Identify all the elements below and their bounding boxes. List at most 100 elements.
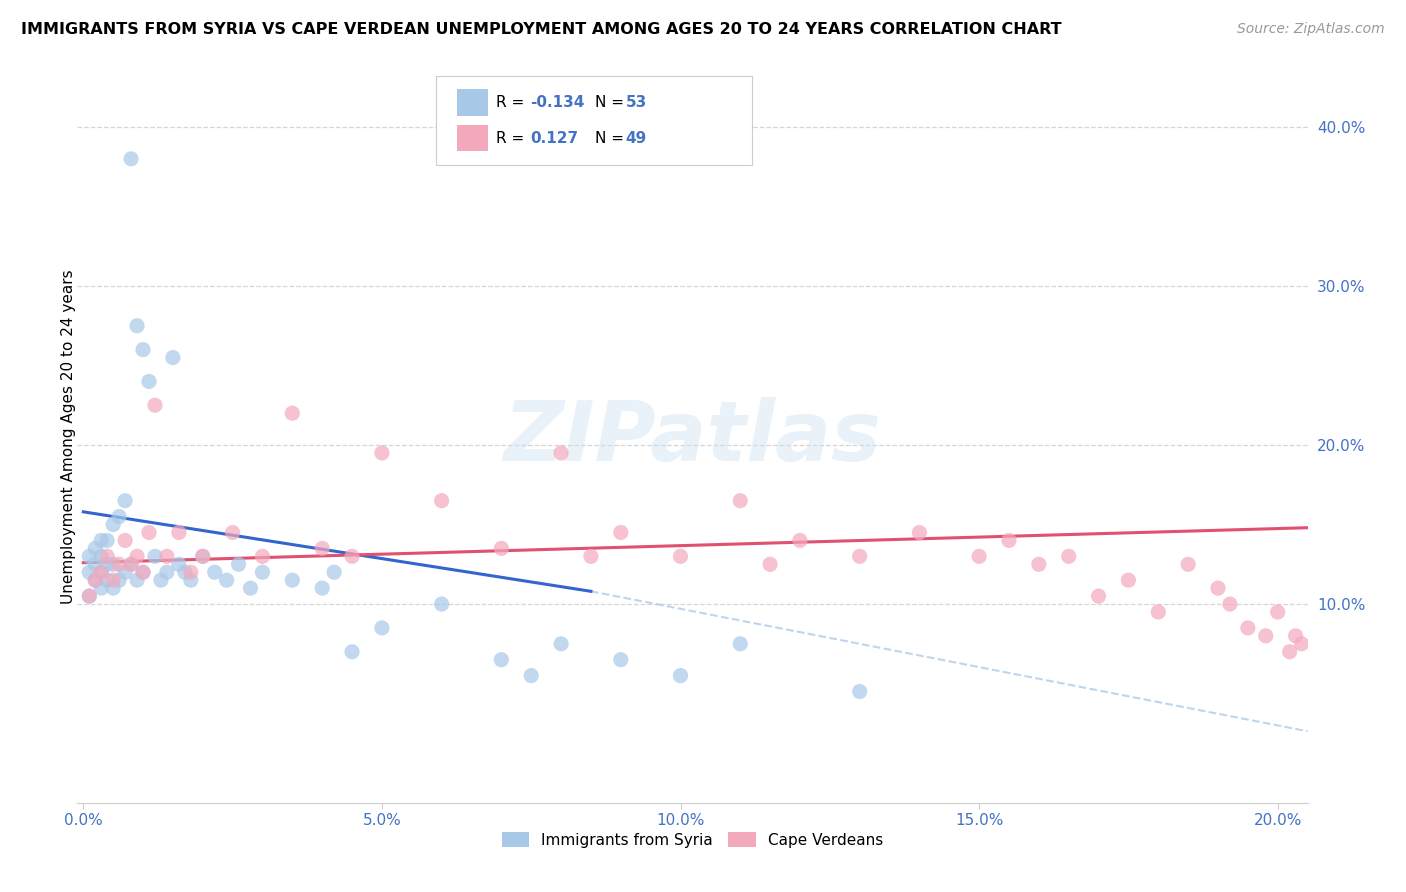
Point [371, 621, 394, 635]
Point [281, 406, 304, 420]
Point [96, 573, 118, 587]
Point [90, 581, 112, 595]
Point [252, 549, 274, 564]
Point [120, 558, 142, 572]
Point [143, 398, 166, 412]
Point [1237, 621, 1260, 635]
Point [138, 375, 160, 389]
Point [1028, 558, 1050, 572]
Point [96, 549, 118, 564]
Point [180, 573, 202, 587]
Point [84, 573, 107, 587]
Point [90, 566, 112, 580]
Point [108, 558, 131, 572]
Point [180, 566, 202, 580]
Point [96, 558, 118, 572]
Text: N =: N = [595, 95, 628, 111]
Point [191, 549, 214, 564]
Text: R =: R = [496, 95, 530, 111]
Point [156, 549, 179, 564]
Point [669, 668, 692, 682]
Text: 0.127: 0.127 [530, 130, 578, 145]
Point [759, 558, 782, 572]
Point [1219, 597, 1241, 611]
Point [311, 541, 333, 556]
Text: R =: R = [496, 130, 530, 145]
Point [101, 558, 124, 572]
Point [84, 541, 107, 556]
Point [340, 549, 363, 564]
Point [1147, 605, 1170, 619]
Point [90, 549, 112, 564]
Point [579, 549, 602, 564]
Point [120, 558, 142, 572]
Point [430, 597, 453, 611]
Point [101, 581, 124, 595]
Point [967, 549, 990, 564]
Point [120, 152, 142, 166]
Point [132, 566, 155, 580]
Point [149, 573, 172, 587]
Point [90, 566, 112, 580]
Text: -0.134: -0.134 [530, 95, 585, 111]
Point [728, 493, 751, 508]
Point [1278, 645, 1301, 659]
Text: 53: 53 [626, 95, 647, 111]
Point [132, 566, 155, 580]
Point [610, 653, 633, 667]
Point [108, 509, 131, 524]
Point [156, 566, 179, 580]
Point [77, 549, 100, 564]
Point [520, 668, 543, 682]
Point [84, 573, 107, 587]
Point [114, 493, 136, 508]
Point [239, 581, 262, 595]
Point [1254, 629, 1277, 643]
Point [1087, 589, 1109, 603]
Point [908, 525, 931, 540]
Point [221, 525, 243, 540]
Point [167, 558, 190, 572]
Point [108, 573, 131, 587]
Point [1291, 637, 1313, 651]
Text: N =: N = [595, 130, 628, 145]
Point [323, 566, 346, 580]
Point [167, 525, 190, 540]
Legend: Immigrants from Syria, Cape Verdeans: Immigrants from Syria, Cape Verdeans [495, 825, 890, 854]
Point [1285, 629, 1308, 643]
Point [1267, 605, 1289, 619]
Text: Source: ZipAtlas.com: Source: ZipAtlas.com [1237, 22, 1385, 37]
Point [252, 566, 274, 580]
Point [77, 589, 100, 603]
Point [1118, 573, 1140, 587]
Point [90, 533, 112, 548]
Point [1177, 558, 1199, 572]
Point [96, 533, 118, 548]
Text: 49: 49 [626, 130, 647, 145]
Point [848, 549, 870, 564]
Point [228, 558, 250, 572]
Point [371, 446, 394, 460]
Point [114, 566, 136, 580]
Point [125, 573, 148, 587]
Point [138, 525, 160, 540]
Point [162, 351, 184, 365]
Point [550, 637, 572, 651]
Point [143, 549, 166, 564]
Point [311, 581, 333, 595]
Point [430, 493, 453, 508]
Point [173, 566, 195, 580]
Point [125, 549, 148, 564]
Point [77, 589, 100, 603]
Point [132, 343, 155, 357]
Point [1057, 549, 1080, 564]
Point [491, 653, 513, 667]
Point [669, 549, 692, 564]
Point [114, 533, 136, 548]
Point [491, 541, 513, 556]
Point [215, 573, 238, 587]
Point [340, 645, 363, 659]
Point [848, 684, 870, 698]
Point [125, 318, 148, 333]
Point [550, 446, 572, 460]
